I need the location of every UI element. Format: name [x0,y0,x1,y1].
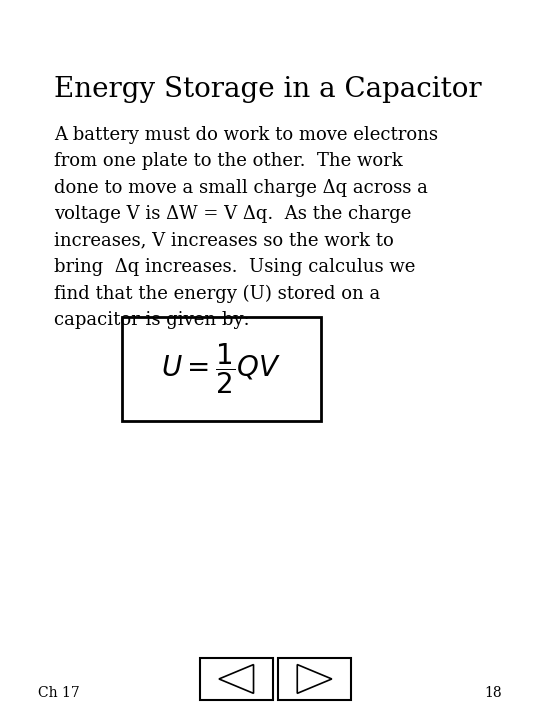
Text: 18: 18 [484,686,502,700]
Text: A battery must do work to move electrons
from one plate to the other.  The work
: A battery must do work to move electrons… [54,126,438,329]
Text: Energy Storage in a Capacitor: Energy Storage in a Capacitor [54,76,482,102]
Text: Ch 17: Ch 17 [38,686,79,700]
FancyBboxPatch shape [200,658,273,700]
FancyBboxPatch shape [122,317,321,421]
Text: $U = \dfrac{1}{2}QV$: $U = \dfrac{1}{2}QV$ [161,342,281,396]
FancyBboxPatch shape [278,658,351,700]
